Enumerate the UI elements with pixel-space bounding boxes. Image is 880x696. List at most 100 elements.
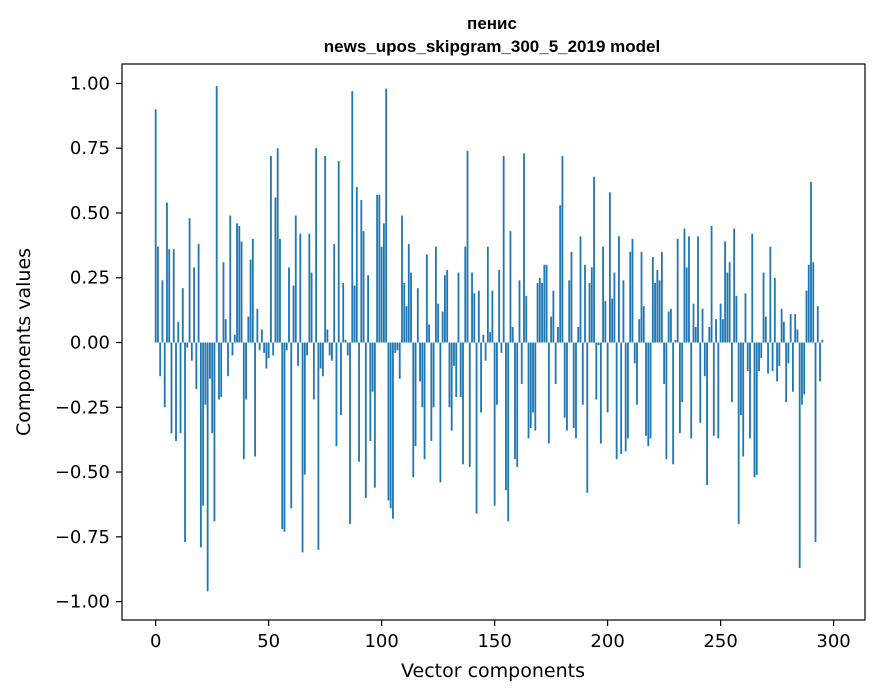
bar	[792, 342, 794, 392]
bar	[444, 275, 446, 343]
bar	[801, 342, 803, 405]
bar	[502, 155, 505, 343]
bar	[242, 342, 245, 460]
bar	[328, 342, 331, 356]
bar	[441, 311, 444, 343]
bar	[717, 342, 720, 439]
bar	[197, 244, 200, 343]
x-tick-label: 100	[364, 631, 398, 652]
bar	[507, 342, 510, 522]
bar	[249, 259, 252, 343]
bar	[179, 342, 182, 434]
bar	[803, 342, 806, 395]
bar	[290, 342, 293, 509]
bar	[369, 342, 372, 441]
bar	[518, 280, 521, 343]
bar	[168, 249, 171, 343]
bar	[744, 293, 747, 343]
bar	[331, 342, 333, 361]
bar	[448, 342, 451, 408]
bar	[692, 303, 695, 343]
bar	[346, 342, 349, 356]
bar	[423, 342, 426, 460]
bar	[685, 267, 688, 343]
bar	[647, 342, 650, 447]
bar	[733, 228, 736, 343]
bar	[629, 251, 632, 343]
bar	[455, 342, 458, 397]
bar	[389, 342, 392, 509]
bar	[468, 342, 471, 467]
bar	[276, 148, 279, 343]
bar	[163, 342, 166, 408]
bar	[509, 231, 512, 343]
bar	[385, 88, 388, 343]
bar	[557, 326, 559, 343]
x-tick-label: 250	[703, 631, 737, 652]
bar	[306, 342, 308, 356]
bar	[301, 342, 304, 553]
bar	[421, 342, 424, 408]
bar	[376, 194, 379, 343]
chart-title-line1: пенис	[467, 14, 517, 33]
bar	[434, 246, 437, 343]
bar	[728, 262, 731, 343]
bar	[401, 215, 403, 343]
bar	[751, 233, 754, 343]
bar-series	[154, 86, 824, 592]
bar	[154, 109, 157, 343]
bar	[398, 342, 401, 379]
bar	[297, 342, 299, 366]
bar	[667, 311, 670, 343]
bar	[355, 187, 358, 343]
y-tick-label: −1.00	[55, 592, 110, 613]
bar	[161, 280, 164, 343]
bar	[602, 246, 604, 343]
bar	[260, 329, 263, 343]
bar	[326, 329, 329, 343]
bar	[798, 342, 801, 568]
bar	[473, 293, 476, 343]
bar	[740, 342, 742, 416]
bar	[157, 246, 159, 343]
bar	[726, 272, 729, 343]
bar	[543, 264, 546, 343]
bar	[464, 246, 467, 343]
bar	[459, 342, 462, 397]
bar	[525, 295, 528, 343]
bar	[299, 233, 302, 343]
bar	[767, 342, 769, 374]
bar	[430, 342, 433, 441]
bar	[236, 223, 238, 343]
bar	[735, 295, 738, 343]
bar	[462, 342, 464, 465]
x-tick-label: 0	[150, 631, 161, 652]
y-tick-label: 0.75	[70, 138, 110, 159]
bar	[640, 251, 643, 343]
bar	[233, 334, 236, 343]
bar	[604, 301, 607, 343]
bar	[810, 181, 812, 343]
bar	[184, 342, 186, 543]
bar	[500, 342, 503, 353]
bar	[177, 321, 180, 343]
bar	[787, 342, 790, 364]
bar	[514, 342, 516, 460]
bar	[480, 342, 482, 413]
y-tick-label: 0.50	[70, 203, 110, 224]
bar	[310, 272, 313, 343]
bar	[805, 290, 808, 343]
bar	[505, 342, 507, 491]
bar	[245, 342, 247, 400]
bar	[258, 342, 261, 351]
bar	[613, 272, 616, 343]
bar	[166, 202, 168, 343]
bar	[439, 342, 442, 483]
y-axis-label: Components values	[13, 248, 35, 436]
bar	[315, 148, 318, 343]
bar	[782, 321, 785, 343]
bar	[566, 342, 568, 431]
bar	[175, 342, 177, 441]
bar	[552, 290, 555, 343]
bar	[344, 339, 347, 343]
